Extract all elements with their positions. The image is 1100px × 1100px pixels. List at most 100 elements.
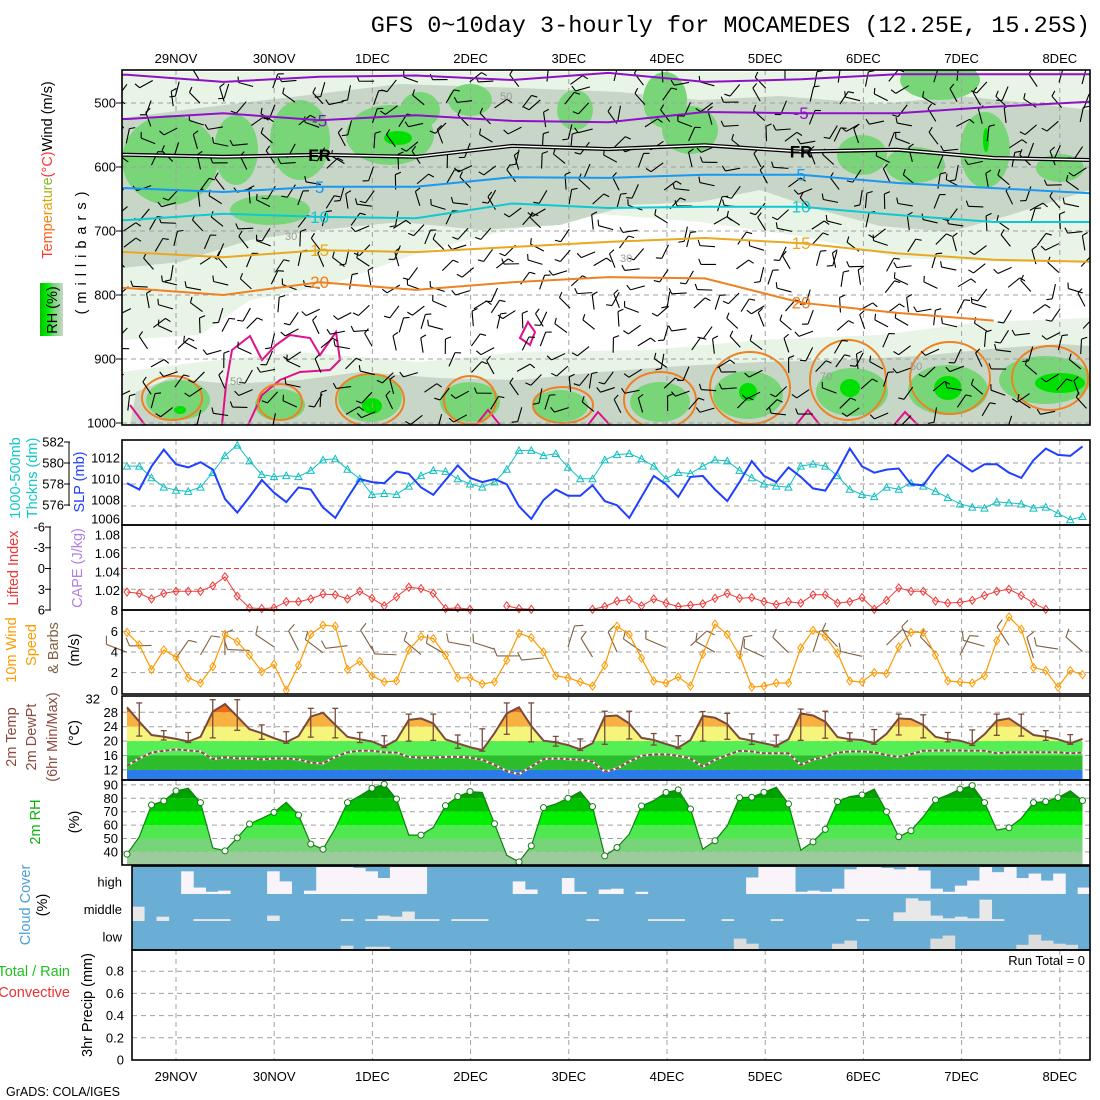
lifted-index-point (613, 596, 621, 606)
cloud-bar-high (205, 891, 219, 894)
wind-barb-flag (432, 233, 437, 240)
wind-barb-flag (281, 195, 288, 198)
wind-barb-flag (757, 212, 762, 218)
wind-barb (996, 86, 1009, 101)
wind-barb (795, 408, 813, 415)
wind-barb (373, 130, 381, 149)
wind-barb-flag (170, 87, 177, 92)
temp-minmax-bar (405, 713, 412, 742)
wind-barb (907, 238, 922, 253)
wind-barb-staff (186, 286, 202, 291)
wind-barb-flag (309, 114, 316, 119)
wind-barb (1031, 245, 1038, 265)
thickness-point (257, 469, 267, 479)
wind-barb-staff (836, 320, 849, 331)
wind-barb-flag (1040, 245, 1046, 251)
wind-barb-flag (841, 412, 848, 417)
wind-barb-staff (304, 285, 320, 289)
wind-barb (657, 325, 669, 342)
wind-barb (202, 349, 222, 355)
wind-barb-staff (779, 246, 787, 261)
wind-speed-point (956, 677, 964, 687)
wind-barb-staff (864, 193, 868, 209)
wind-barb (450, 196, 468, 205)
wind-speed-point (931, 650, 940, 660)
wind-speed-point (895, 642, 903, 652)
wind-barb-flag (256, 366, 261, 373)
wind-barb (655, 353, 665, 371)
rh-point (589, 803, 596, 811)
wind-barb-staff (925, 348, 940, 356)
wind-barb-flag (873, 87, 876, 94)
wind-barb (724, 84, 741, 97)
wind-barb-staff (1017, 399, 1031, 409)
wind-barb-staff (923, 281, 938, 289)
wind-barb (170, 87, 177, 107)
wind-barb-flag (1000, 229, 1005, 235)
wind-barb-staff (1028, 346, 1034, 362)
wind-barb (407, 224, 425, 237)
wind-barb-flag (333, 315, 339, 320)
thickness-point (294, 472, 303, 481)
wind-barb (591, 211, 598, 230)
lifted-index-point (784, 596, 793, 607)
wind-barb (429, 280, 445, 293)
wind-barb (612, 172, 620, 191)
wind-speed-point (858, 677, 866, 687)
cloud-bar-high (991, 872, 1005, 894)
rh-point (1030, 799, 1037, 807)
t2m-label-2: 2m DewPt (24, 704, 40, 771)
lifted-index-point (147, 594, 156, 604)
thickness-label-2: Thckns (dm) (25, 438, 41, 519)
wind-barb-staff (749, 245, 765, 251)
wind-barb-staff (752, 87, 761, 102)
wind-barb-staff (260, 368, 276, 373)
wind-barb-staff (345, 357, 357, 370)
wind-barb (270, 270, 284, 285)
wind-speed-point (846, 676, 854, 686)
wind-barb (984, 329, 992, 347)
wind-barb (940, 145, 959, 152)
precip-axis-label: 3hr Precip (mm) (80, 953, 96, 1057)
wind-barb-staff (622, 229, 638, 233)
wind-barb (535, 308, 544, 327)
footer-credit: GrADS: COLA/IGES (6, 1085, 120, 1099)
wind-barb-flag (392, 331, 399, 337)
wind-speed-point (588, 681, 597, 691)
wind-barb (1068, 167, 1087, 177)
wind-barb-staff (1032, 304, 1046, 314)
temp-minmax-bar (307, 707, 314, 738)
wind-barb-staff (123, 222, 137, 232)
wind-barb-staff (746, 391, 761, 400)
cloud-bar-high (402, 867, 415, 894)
wind-barb-staff (455, 390, 470, 399)
cloud-bar-high (414, 867, 428, 894)
wind-barb-flag (1024, 358, 1028, 365)
wind-barb-flag (481, 361, 488, 365)
wind-barb-staff (1075, 396, 1087, 409)
wind-barb (122, 348, 130, 350)
lifted-index-point (282, 596, 290, 607)
wind-barb (260, 127, 273, 144)
wind-barb-staff (757, 217, 767, 231)
wind-barb-staff (272, 413, 276, 425)
rh-point (233, 834, 241, 842)
wind-barb-flag (332, 251, 335, 258)
surface-wind-barb-staff (580, 638, 593, 658)
wind-barb-flag (503, 129, 509, 135)
wind-barb-flag (843, 270, 850, 273)
wind-barb-staff (974, 245, 987, 256)
wind-barb-staff (613, 293, 620, 308)
wind-barb-flag (726, 312, 730, 319)
wind-barb (860, 378, 878, 390)
wind-barb (986, 124, 995, 142)
thickness-point (955, 499, 965, 508)
wind-barb (688, 148, 694, 167)
wind-barb-staff (976, 81, 988, 94)
wind-barb (752, 83, 761, 102)
wind-barb (570, 275, 588, 287)
wind-barb-staff (140, 137, 156, 145)
wind-barb-staff (192, 70, 200, 80)
wind-barb-flag (856, 350, 863, 355)
wind-barb-flag (211, 407, 214, 414)
